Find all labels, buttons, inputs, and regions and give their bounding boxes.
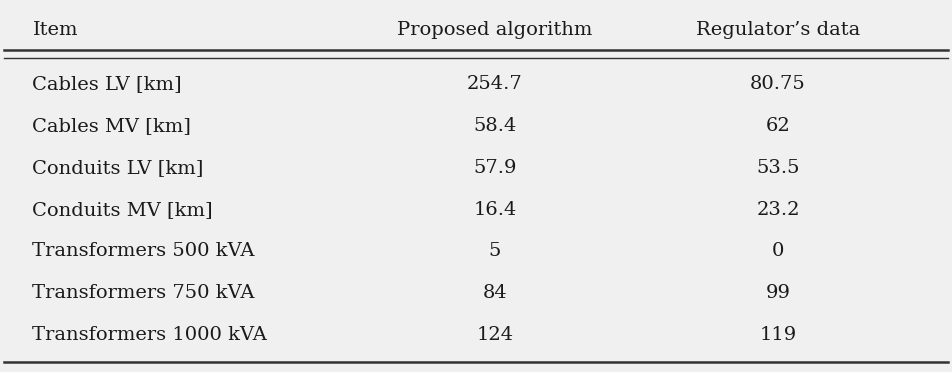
Text: 99: 99 bbox=[765, 284, 790, 302]
Text: Cables LV [km]: Cables LV [km] bbox=[32, 75, 182, 93]
Text: 16.4: 16.4 bbox=[473, 201, 517, 219]
Text: Transformers 500 kVA: Transformers 500 kVA bbox=[32, 243, 255, 260]
Text: 23.2: 23.2 bbox=[756, 201, 800, 219]
Text: Proposed algorithm: Proposed algorithm bbox=[397, 20, 592, 39]
Text: 58.4: 58.4 bbox=[473, 117, 517, 135]
Text: 254.7: 254.7 bbox=[467, 75, 523, 93]
Text: 80.75: 80.75 bbox=[750, 75, 805, 93]
Text: Conduits MV [km]: Conduits MV [km] bbox=[32, 201, 213, 219]
Text: 53.5: 53.5 bbox=[756, 159, 800, 177]
Text: 0: 0 bbox=[772, 243, 784, 260]
Text: 5: 5 bbox=[488, 243, 501, 260]
Text: Cables MV [km]: Cables MV [km] bbox=[32, 117, 191, 135]
Text: 84: 84 bbox=[483, 284, 507, 302]
Text: 62: 62 bbox=[765, 117, 790, 135]
Text: Conduits LV [km]: Conduits LV [km] bbox=[32, 159, 204, 177]
Text: Item: Item bbox=[32, 20, 78, 39]
Text: 124: 124 bbox=[476, 326, 513, 344]
Text: 57.9: 57.9 bbox=[473, 159, 517, 177]
Text: Transformers 1000 kVA: Transformers 1000 kVA bbox=[32, 326, 268, 344]
Text: Transformers 750 kVA: Transformers 750 kVA bbox=[32, 284, 255, 302]
Text: 119: 119 bbox=[760, 326, 797, 344]
Text: Regulator’s data: Regulator’s data bbox=[696, 20, 860, 39]
